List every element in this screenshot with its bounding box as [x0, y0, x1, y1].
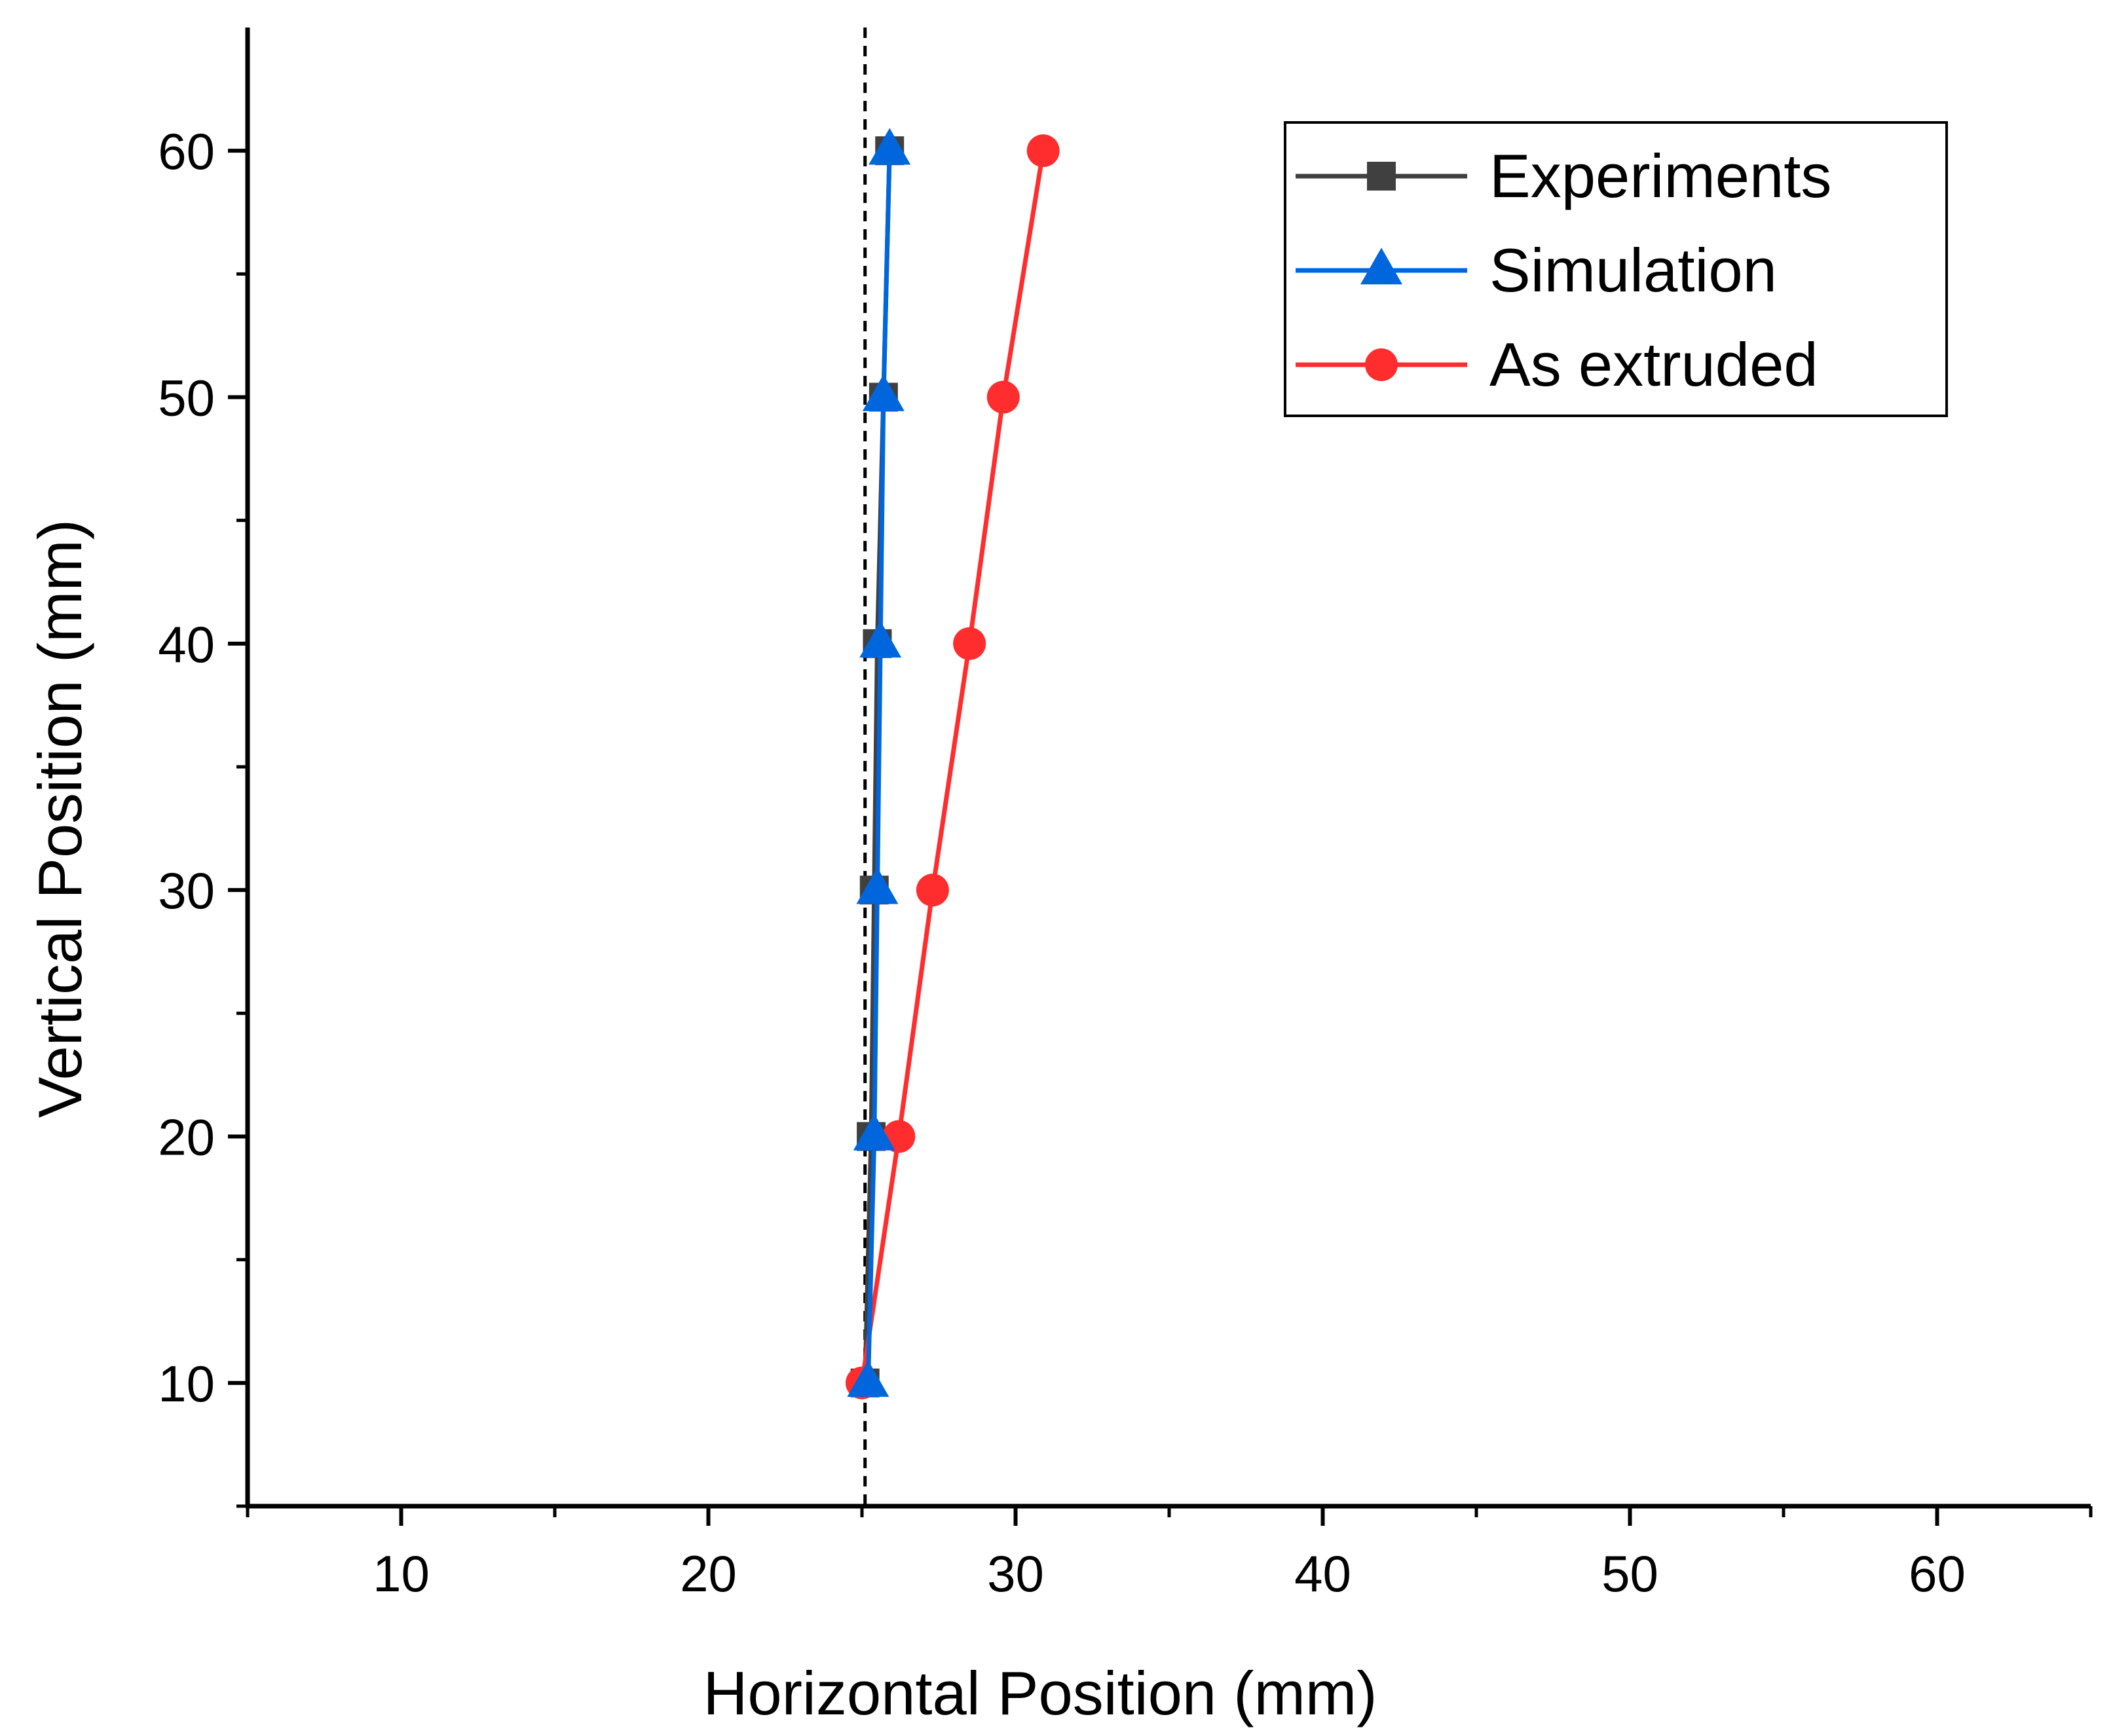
x-tick-label: 30: [987, 1545, 1044, 1602]
series-line-as-extruded: [859, 150, 1046, 1384]
data-point-simulation: [856, 867, 899, 904]
data-point-as-extruded: [986, 380, 1020, 414]
x-tick-label: 20: [680, 1545, 737, 1602]
x-tick-label: 60: [1909, 1545, 1966, 1602]
legend-marker-simulation: [1360, 248, 1402, 285]
data-point-as-extruded: [1026, 134, 1060, 168]
x-tick-label: 10: [373, 1545, 430, 1602]
y-axis-title: Vertical Position (mm): [26, 519, 94, 1118]
ticks-layer: [228, 149, 2093, 1526]
y-tick-label: 10: [158, 1355, 215, 1413]
series-line-simulation: [865, 151, 892, 1383]
y-tick-label: 50: [158, 369, 215, 427]
x-tick-label: 50: [1601, 1545, 1658, 1602]
data-point-simulation: [853, 1113, 895, 1151]
data-point-as-extruded: [953, 627, 986, 660]
legend-label-as-extruded: As extruded: [1489, 330, 1818, 399]
x-tick-label: 40: [1294, 1545, 1351, 1602]
data-point-as-extruded: [916, 874, 949, 907]
data-point-simulation: [859, 621, 902, 658]
legend-label-simulation: Simulation: [1489, 236, 1777, 305]
data-point-simulation: [869, 128, 911, 165]
legend-item-as-extruded: As extruded: [1296, 330, 1818, 399]
y-tick-label: 20: [158, 1109, 215, 1166]
legend-marker-experiments: [1367, 162, 1396, 191]
y-tick-label: 30: [158, 862, 215, 919]
y-tick-label: 40: [158, 616, 215, 673]
legend-item-simulation: Simulation: [1296, 236, 1777, 305]
series-layer: [846, 128, 1060, 1399]
legend-label-experiments: Experiments: [1489, 141, 1831, 210]
legend-marker-as-extruded: [1365, 348, 1398, 381]
y-tick-label: 60: [158, 122, 215, 180]
x-axis-title: Horizontal Position (mm): [703, 1659, 1377, 1727]
series-simulation: [847, 128, 911, 1397]
series-as-extruded: [846, 134, 1060, 1399]
data-point-simulation: [847, 1360, 889, 1397]
legend: Experiments Simulation As extruded: [1284, 121, 1948, 417]
legend-item-experiments: Experiments: [1296, 141, 1831, 210]
tick-labels-layer: 10 20 30 40 50 60 10 20 30 40 50 60: [158, 122, 1966, 1602]
data-point-simulation: [862, 374, 905, 411]
